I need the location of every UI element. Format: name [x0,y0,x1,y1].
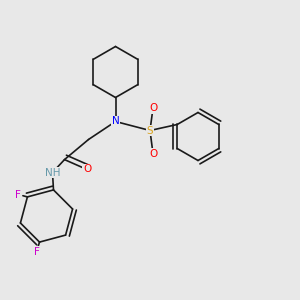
Text: N: N [112,116,119,127]
Text: S: S [147,125,153,136]
Text: O: O [149,148,157,159]
Text: F: F [34,247,39,257]
Text: F: F [16,190,21,200]
Text: NH: NH [45,167,60,178]
Text: O: O [149,103,157,113]
Text: O: O [83,164,91,175]
